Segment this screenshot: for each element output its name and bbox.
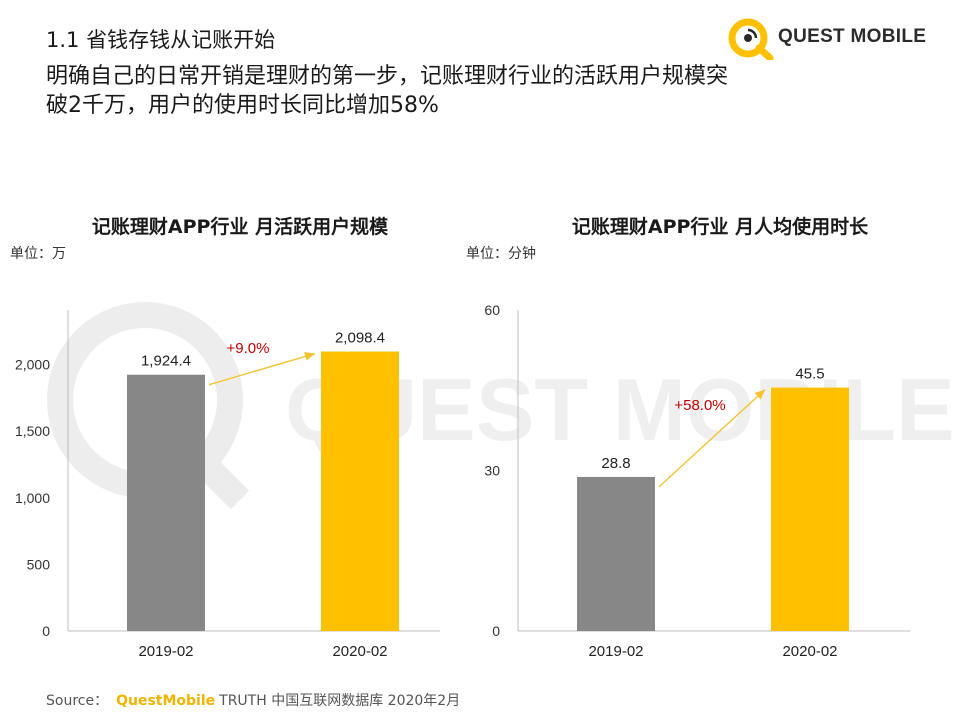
chart1-value-label: 1,924.4 xyxy=(141,353,191,370)
section-title: 1.1 省钱存钱从记账开始 xyxy=(46,28,276,52)
chart2-ytick-label: 60 xyxy=(484,302,500,318)
source-brand: QuestMobile xyxy=(116,693,216,709)
chart1-value-label: 2,098.4 xyxy=(335,330,385,347)
chart1-title: 记账理财APP行业 月活跃用户规模 xyxy=(91,216,389,238)
chart1-unit: 单位：万 xyxy=(10,246,66,262)
source-rest: TRUTH 中国互联网数据库 2020年2月 xyxy=(219,693,461,709)
chart2-value-label: 28.8 xyxy=(601,455,630,472)
chart2-growth-arrow-head xyxy=(754,389,765,400)
chart1-ytick-label: 500 xyxy=(27,556,51,572)
logo-text: QUEST MOBILE xyxy=(778,26,927,47)
chart2-ytick-label: 30 xyxy=(484,463,500,479)
chart1-growth-label: +9.0% xyxy=(227,340,270,357)
chart1-ytick-label: 1,500 xyxy=(15,423,50,439)
questmobile-logo-icon xyxy=(728,18,774,60)
chart2-plot: 0 30 60 28.8 2019-02 45.5 2020-02 +58.0% xyxy=(484,302,910,660)
chart2-value-label: 45.5 xyxy=(795,366,824,383)
chart1-plot: 0 500 1,000 1,500 2,000 1,924.4 2019-02 2,098.4… xyxy=(15,310,440,660)
chart1-ytick-label: 1,000 xyxy=(15,490,50,506)
chart1-ytick-label: 2,000 xyxy=(15,357,50,373)
chart2-growth-label: +58.0% xyxy=(674,397,725,414)
chart1-bar-2020-02 xyxy=(321,351,399,631)
chart2-xtick-label: 2019-02 xyxy=(588,643,643,660)
chart1-growth-arrow-line xyxy=(208,352,316,386)
chart1-growth-arrow-head xyxy=(304,352,315,361)
chart1-xtick-label: 2019-02 xyxy=(138,643,193,660)
source-note: Source： QuestMobile TRUTH 中国互联网数据库 2020年2月 xyxy=(46,690,460,710)
chart1-ytick-label: 0 xyxy=(42,623,50,639)
chart2-ytick-label: 0 xyxy=(492,623,500,639)
chart2-growth-arrow-line xyxy=(658,389,766,488)
chart2-bar-2020-02 xyxy=(771,387,849,631)
chart1-xtick-label: 2020-02 xyxy=(332,643,387,660)
questmobile-logo: QUEST MOBILE xyxy=(726,16,926,60)
chart2-title: 记账理财APP行业 月人均使用时长 xyxy=(571,216,869,238)
source-prefix: Source： xyxy=(46,693,109,709)
headline: 明确自己的日常开销是理财的第一步，记账理财行业的活跃用户规模突破2千万，用户的使… xyxy=(46,64,729,118)
chart2-unit: 单位：分钟 xyxy=(466,246,536,262)
chart2-xtick-label: 2020-02 xyxy=(782,643,837,660)
chart1-bar-2019-02 xyxy=(127,374,205,631)
chart2-bar-2019-02 xyxy=(577,476,655,631)
